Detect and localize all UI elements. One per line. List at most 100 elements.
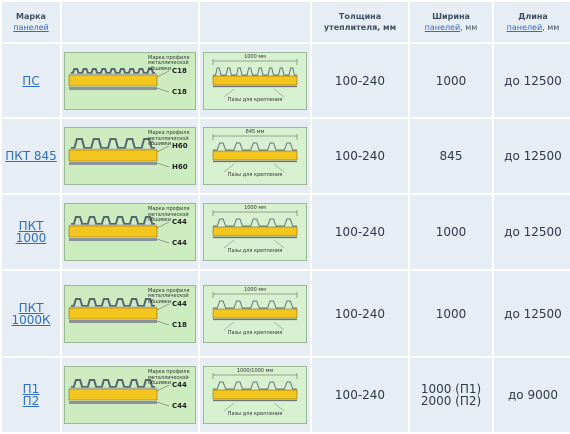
panel-cross-section-drawing	[212, 373, 298, 412]
profile-label: Н60	[172, 163, 188, 171]
panel-mark-link[interactable]: ПКТ 845	[2, 119, 60, 193]
profile-label: С18	[172, 66, 187, 75]
profile-label: С18	[172, 87, 187, 96]
thickness-value: 100-240	[312, 44, 408, 117]
panel-drawing-cell: Марка профиля металлической обшивки С18 С18	[62, 44, 198, 117]
panel-isometric-drawing	[68, 379, 170, 407]
span-label: 1000/1000 мм	[236, 368, 274, 374]
thickness-value: 100-240	[312, 358, 408, 432]
profile-note-line: обшивки	[148, 65, 172, 72]
profile-note-line: Марка профиля	[148, 206, 190, 212]
width-value: 845	[410, 119, 492, 193]
profile-note: Марка профиля металлической обшивки	[148, 130, 189, 148]
panel-section-cell: 845 мм Пазы для крепления	[200, 119, 310, 193]
panel-mark-line: 1000	[15, 231, 47, 245]
profile-note-line: обшивки	[148, 141, 172, 147]
panel-mark-line: ПКТ	[18, 300, 44, 315]
panel-isometric-drawing	[68, 297, 170, 325]
header-mark-link[interactable]: панелей	[13, 23, 49, 32]
profile-note-line: металлической	[148, 293, 189, 299]
header-empty-2	[200, 2, 310, 42]
panel-drawing[interactable]: Марка профиля металлической обшивки С44 С44	[64, 203, 196, 261]
fastener-label: Пазы для крепления	[227, 248, 283, 254]
profile-note-line: обшивки	[148, 298, 172, 305]
header-width-unit: , мм	[460, 23, 478, 32]
panel-section[interactable]: 845 мм Пазы для крепления	[203, 127, 307, 185]
panel-mark-line: П1	[22, 382, 40, 396]
header-length: Длина панелей, мм	[494, 2, 570, 42]
width-value-line: 1000	[435, 225, 467, 239]
table-row: ПКТ 1000 Марка профиля металлической обшивки…	[2, 195, 570, 269]
profile-note-line: обшивки	[148, 380, 172, 386]
panel-section-cell: 1000 мм Пазы для крепления	[200, 44, 310, 117]
header-thickness: Толщина утеплителя, мм	[312, 2, 408, 42]
profile-label: Н60	[172, 142, 188, 150]
panel-drawing-cell: Марка профиля металлической обшивки Н60 Н60	[62, 119, 198, 193]
panel-section-cell: 1000 мм Пазы для крепления	[200, 195, 310, 269]
profile-label: С18	[172, 320, 187, 329]
panel-drawing[interactable]: Марка профиля металлической обшивки С44 С18	[64, 284, 196, 343]
panel-cross-section-drawing	[212, 134, 298, 173]
profile-note-line: обшивки	[148, 217, 172, 223]
profile-label: С44	[172, 381, 187, 389]
panel-mark-line: ПКТ 845	[5, 149, 57, 163]
span-label: 845 мм	[245, 129, 265, 135]
header-length-link[interactable]: панелей	[506, 23, 543, 32]
header-mark: Марка панелей	[2, 2, 60, 42]
fastener-label: Пазы для крепления	[227, 172, 283, 178]
panel-mark-line: 1000К	[11, 312, 51, 327]
table-row: ПКТ 1000К Марка профиля металлической обшивк…	[2, 271, 570, 356]
panel-drawing[interactable]: Марка профиля металлической обшивки С18 С18	[64, 51, 196, 110]
panel-section[interactable]: 1000 мм Пазы для крепления	[203, 203, 307, 261]
width-value: 1000	[410, 44, 492, 117]
fastener-label: Пазы для крепления	[227, 96, 283, 103]
table-row: П1 П2 Марка профиля металлической обшивки С44…	[2, 358, 570, 432]
panel-drawing-cell: Марка профиля металлической обшивки С44 С44	[62, 358, 198, 432]
table-row: ПКТ 845 Марка профиля металлической обшивки…	[2, 119, 570, 193]
panel-cross-section-drawing	[212, 210, 298, 249]
profile-label: С44	[172, 299, 187, 308]
profile-note-line: Марка профиля	[148, 54, 190, 61]
width-value: 1000	[410, 195, 492, 269]
panel-mark-line: ПС	[22, 73, 40, 88]
panel-cross-section-drawing	[212, 58, 298, 97]
panel-drawing-cell: Марка профиля металлической обшивки С44 С44	[62, 195, 198, 269]
panel-section-cell: 1000/1000 мм Пазы для крепления	[200, 358, 310, 432]
panel-isometric-drawing	[68, 216, 170, 244]
header-thickness-title: Толщина утеплителя, мм	[323, 12, 397, 32]
width-value-line: 1000	[435, 306, 467, 321]
profile-note: Марка профиля металлической обшивки	[148, 369, 190, 387]
thickness-value: 100-240	[312, 119, 408, 193]
width-value-line: 845	[439, 149, 463, 163]
panel-section[interactable]: 1000 мм Пазы для крепления	[203, 284, 307, 343]
profile-note-line: Марка профиля	[148, 369, 190, 375]
panel-mark-link[interactable]: ПКТ 1000	[2, 195, 60, 269]
panel-mark-link[interactable]: П1 П2	[2, 358, 60, 432]
span-label: 1000 мм	[244, 286, 266, 293]
header-length-title: Длина	[518, 12, 548, 21]
panel-isometric-drawing	[68, 67, 170, 92]
panel-drawing[interactable]: Марка профиля металлической обшивки Н60 Н60	[64, 127, 196, 185]
panel-isometric-drawing	[68, 138, 170, 168]
panel-drawing[interactable]: Марка профиля металлической обшивки С44 С44	[64, 366, 196, 424]
profile-note: Марка профиля металлической обшивки	[148, 288, 189, 306]
profile-label: С44	[172, 239, 187, 247]
panel-mark-line: П2	[22, 394, 40, 408]
header-width: Ширина панелей, мм	[410, 2, 492, 42]
thickness-value: 100-240	[312, 195, 408, 269]
panel-mark-link[interactable]: ПКТ 1000К	[2, 271, 60, 356]
profile-note-line: металлической	[148, 60, 189, 66]
thickness-value: 100-240	[312, 271, 408, 356]
panel-section[interactable]: 1000/1000 мм Пазы для крепления	[203, 366, 307, 424]
panel-mark-line: ПКТ	[18, 219, 44, 233]
panel-section[interactable]: 1000 мм Пазы для крепления	[203, 51, 307, 110]
header-width-link[interactable]: панелей	[424, 23, 461, 32]
fastener-label: Пазы для крепления	[227, 329, 283, 336]
panel-drawing-cell: Марка профиля металлической обшивки С44 С18	[62, 271, 198, 356]
profile-label: С44	[172, 402, 187, 410]
width-value-line: 1000	[435, 73, 467, 88]
panel-mark-link[interactable]: ПС	[2, 44, 60, 117]
profile-note-line: металлической	[148, 211, 189, 218]
header-empty-1	[62, 2, 198, 42]
